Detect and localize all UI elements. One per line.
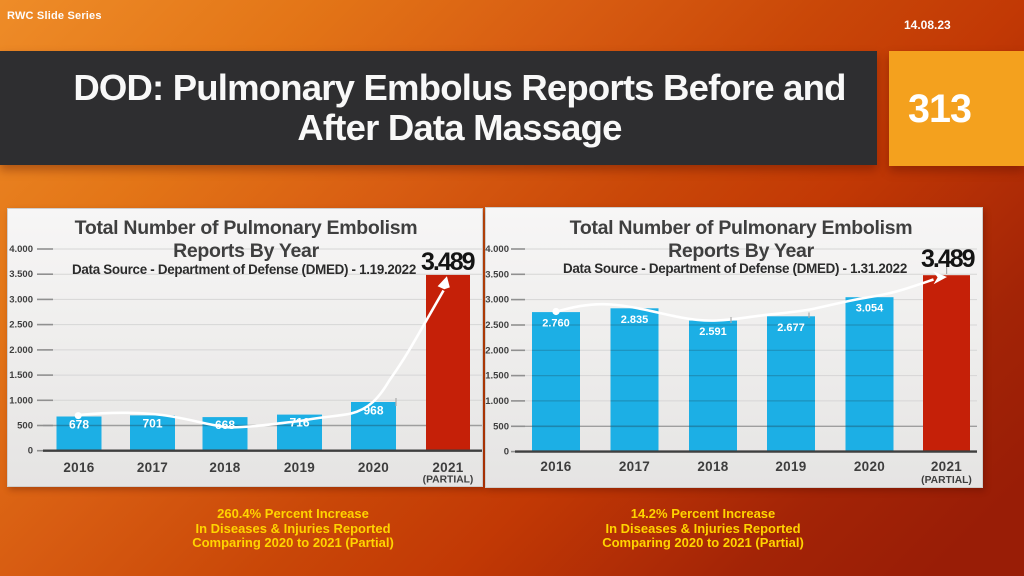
svg-text:1.500: 1.500 — [9, 370, 33, 381]
svg-text:678: 678 — [69, 418, 89, 432]
svg-text:4.000: 4.000 — [9, 244, 33, 255]
svg-text:3.000: 3.000 — [485, 295, 509, 306]
svg-text:2.000: 2.000 — [9, 345, 33, 356]
svg-text:2017: 2017 — [619, 459, 650, 474]
svg-text:2.500: 2.500 — [485, 320, 509, 331]
svg-text:2018: 2018 — [697, 459, 728, 474]
svg-text:2.591: 2.591 — [699, 326, 727, 338]
svg-text:2020: 2020 — [358, 460, 389, 475]
svg-text:4.000: 4.000 — [485, 244, 509, 255]
svg-text:2016: 2016 — [63, 460, 94, 475]
svg-text:2016: 2016 — [540, 459, 571, 474]
svg-text:500: 500 — [17, 421, 33, 432]
svg-text:0: 0 — [28, 446, 33, 457]
svg-text:1.000: 1.000 — [9, 395, 33, 406]
svg-text:2.835: 2.835 — [621, 314, 649, 326]
svg-text:2.760: 2.760 — [542, 318, 570, 330]
svg-text:3.500: 3.500 — [9, 269, 33, 280]
svg-text:2019: 2019 — [284, 460, 315, 475]
svg-text:1.500: 1.500 — [485, 371, 509, 382]
svg-text:3.054: 3.054 — [856, 303, 884, 315]
svg-text:3.500: 3.500 — [485, 269, 509, 280]
svg-text:(PARTIAL): (PARTIAL) — [921, 475, 972, 486]
svg-text:500: 500 — [493, 421, 509, 432]
svg-text:701: 701 — [142, 417, 162, 431]
svg-text:2017: 2017 — [137, 460, 168, 475]
svg-text:2020: 2020 — [854, 459, 885, 474]
svg-text:2.677: 2.677 — [777, 322, 805, 334]
svg-text:2018: 2018 — [209, 460, 240, 475]
svg-text:2.000: 2.000 — [485, 345, 509, 356]
svg-text:2.500: 2.500 — [9, 320, 33, 331]
svg-text:0: 0 — [504, 447, 509, 458]
svg-text:3.000: 3.000 — [9, 294, 33, 305]
svg-text:2021: 2021 — [931, 459, 962, 474]
svg-text:(PARTIAL): (PARTIAL) — [423, 475, 474, 486]
svg-text:2021: 2021 — [432, 460, 463, 475]
svg-text:1.000: 1.000 — [485, 396, 509, 407]
svg-text:2019: 2019 — [775, 459, 806, 474]
